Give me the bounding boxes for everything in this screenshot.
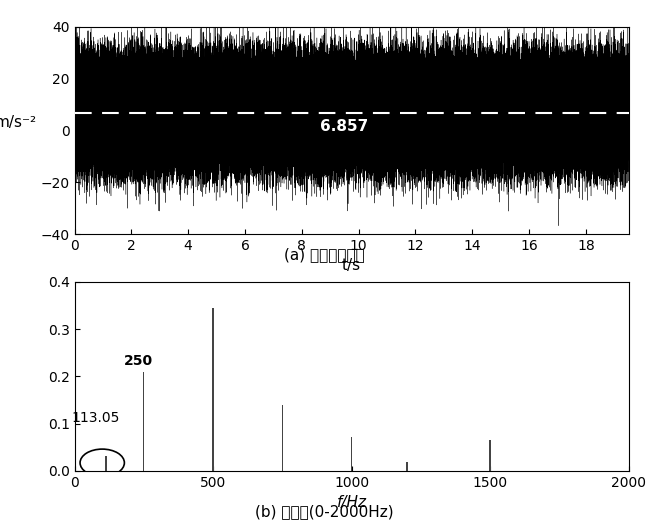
Bar <box>143 372 145 471</box>
Text: (b) 幅值谱(0-2000Hz): (b) 幅值谱(0-2000Hz) <box>255 504 393 519</box>
Text: 6.857: 6.857 <box>320 119 369 134</box>
Text: 113.05: 113.05 <box>71 411 119 425</box>
Bar <box>351 437 353 471</box>
Y-axis label: m/s⁻²: m/s⁻² <box>0 115 36 130</box>
Text: 250: 250 <box>124 354 153 368</box>
Bar <box>213 308 214 471</box>
X-axis label: f/Hz: f/Hz <box>336 495 367 510</box>
Bar <box>489 440 491 471</box>
Bar <box>406 462 408 471</box>
Bar <box>105 456 106 471</box>
Bar <box>282 405 283 471</box>
X-axis label: t/s: t/s <box>342 259 361 273</box>
Text: (a) 时域振动信号: (a) 时域振动信号 <box>284 247 364 262</box>
